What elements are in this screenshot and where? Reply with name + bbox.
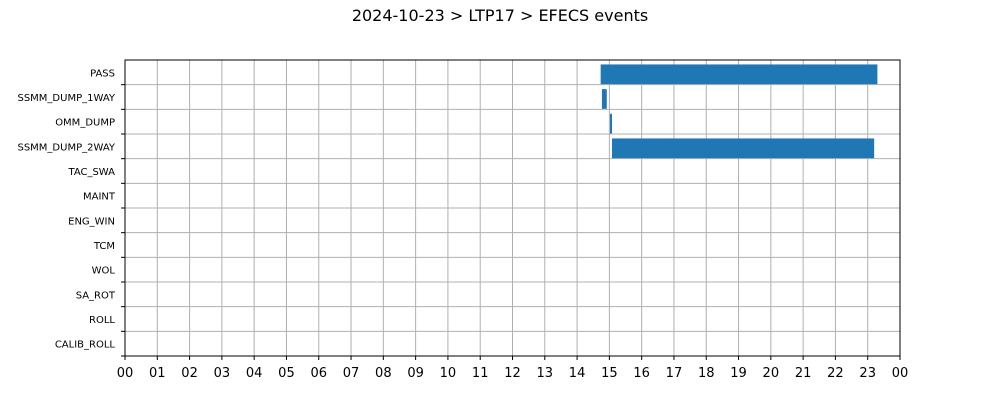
- y-tick-label: SSMM_DUMP_2WAY: [17, 142, 115, 153]
- grid: [125, 60, 900, 356]
- x-tick-label: 14: [569, 366, 586, 381]
- chart-title: 2024-10-23 > LTP17 > EFECS events: [351, 6, 649, 25]
- y-tick-label: TAC_SWA: [67, 167, 115, 178]
- x-tick-label: 15: [601, 366, 618, 381]
- axis-ticks: [121, 84, 901, 360]
- x-tick-label: 23: [859, 366, 876, 381]
- x-tick-label: 19: [730, 366, 747, 381]
- x-tick-label: 06: [310, 366, 327, 381]
- y-tick-label: TCM: [93, 241, 115, 252]
- y-tick-label: ROLL: [89, 315, 115, 326]
- y-tick-label: SSMM_DUMP_1WAY: [17, 93, 115, 104]
- x-tick-label: 02: [181, 366, 198, 381]
- x-tick-label: 18: [698, 366, 715, 381]
- event-bar-ssmm-dump-2way: [611, 138, 875, 159]
- x-tick-label: 03: [214, 366, 231, 381]
- x-tick-label: 09: [407, 366, 424, 381]
- x-tick-label: 08: [375, 366, 392, 381]
- x-tick-label: 00: [117, 366, 134, 381]
- x-tick-label: 05: [278, 366, 295, 381]
- event-bars: [600, 64, 878, 159]
- x-tick-label: 21: [795, 366, 812, 381]
- x-tick-label: 13: [537, 366, 554, 381]
- x-tick-label: 07: [343, 366, 360, 381]
- event-bar-omm-dump: [610, 113, 613, 134]
- x-tick-label: 16: [633, 366, 650, 381]
- x-tick-label: 22: [827, 366, 844, 381]
- y-tick-label: CALIB_ROLL: [55, 340, 116, 351]
- axis-labels: 00 01 02 03 04 05 06 07 08 09 10 11 12 13 14 15 16 17 18 19…: [17, 68, 908, 381]
- y-tick-label: ENG_WIN: [68, 216, 115, 227]
- event-bar-pass: [600, 64, 878, 85]
- y-tick-label: MAINT: [83, 192, 116, 203]
- x-tick-label: 20: [763, 366, 780, 381]
- y-tick-label: SA_ROT: [76, 290, 116, 301]
- x-tick-label: 10: [440, 366, 457, 381]
- y-tick-label: PASS: [90, 68, 115, 79]
- y-tick-label: WOL: [92, 266, 116, 277]
- y-tick-label: OMM_DUMP: [55, 118, 115, 129]
- x-tick-label: 11: [472, 366, 489, 381]
- event-bar-ssmm-dump-1way: [601, 89, 607, 109]
- x-tick-label: 00: [892, 366, 909, 381]
- x-tick-label: 17: [666, 366, 683, 381]
- x-tick-label: 04: [246, 366, 263, 381]
- x-tick-label: 12: [504, 366, 521, 381]
- x-tick-label: 01: [149, 366, 166, 381]
